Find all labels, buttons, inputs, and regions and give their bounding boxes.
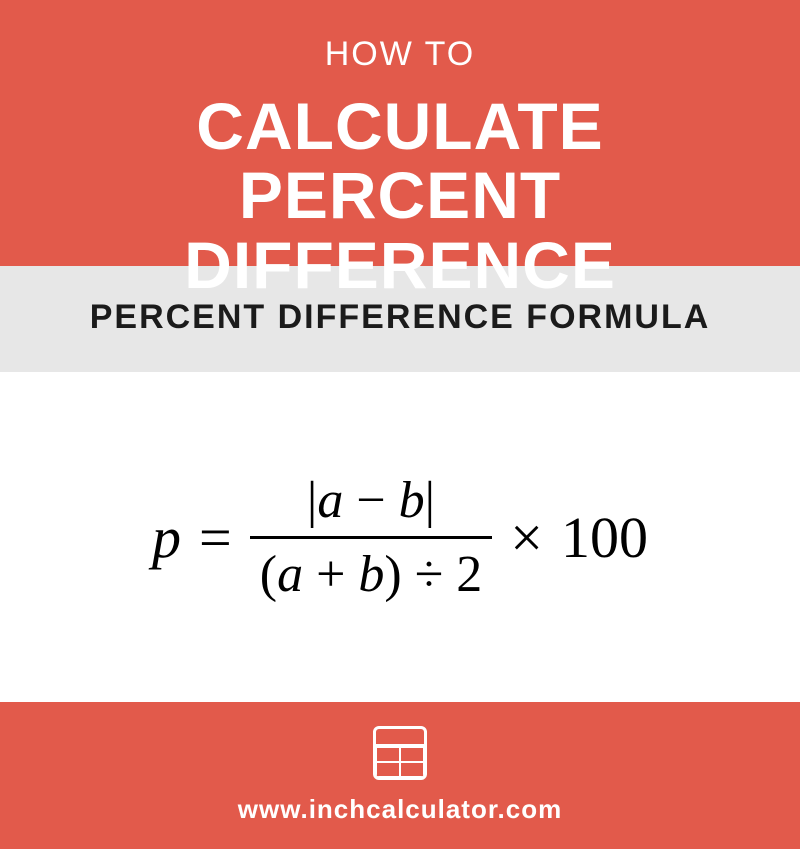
formula-panel: p = |a − b| (a + b) ÷ 2 × 100 bbox=[0, 372, 800, 702]
formula-times: × bbox=[510, 504, 543, 571]
den-plus: + bbox=[316, 546, 345, 603]
calc-key bbox=[376, 762, 400, 777]
eyebrow-text: HOW TO bbox=[20, 35, 780, 74]
den-div: ÷ bbox=[415, 546, 444, 603]
formula-fraction: |a − b| (a + b) ÷ 2 bbox=[250, 471, 493, 604]
paren-close: ) bbox=[384, 546, 401, 603]
abs-open: | bbox=[307, 472, 317, 529]
formula-hundred: 100 bbox=[561, 504, 648, 571]
subheader-text: PERCENT DIFFERENCE FORMULA bbox=[20, 298, 780, 337]
calc-key bbox=[376, 747, 400, 762]
formula-lhs: p bbox=[152, 504, 181, 571]
title-line-1: CALCULATE bbox=[20, 92, 780, 161]
abs-close: | bbox=[425, 472, 435, 529]
num-var-a: a bbox=[317, 472, 343, 529]
footer-url: www.inchcalculator.com bbox=[238, 794, 562, 825]
den-var-a: a bbox=[277, 546, 303, 603]
den-two: 2 bbox=[456, 546, 482, 603]
formula-equals: = bbox=[199, 504, 232, 571]
header-panel: HOW TO CALCULATE PERCENT DIFFERENCE bbox=[0, 0, 800, 266]
fraction-line bbox=[250, 536, 493, 539]
formula-row: p = |a − b| (a + b) ÷ 2 × 100 bbox=[152, 471, 648, 604]
paren-open: ( bbox=[260, 546, 277, 603]
num-minus: − bbox=[356, 472, 385, 529]
formula-numerator: |a − b| bbox=[297, 471, 445, 530]
den-var-b: b bbox=[358, 546, 384, 603]
calc-key bbox=[400, 747, 424, 762]
formula-denominator: (a + b) ÷ 2 bbox=[250, 545, 493, 604]
calc-key bbox=[400, 762, 424, 777]
calc-icon-keys bbox=[376, 747, 424, 777]
num-var-b: b bbox=[399, 472, 425, 529]
calculator-icon bbox=[373, 726, 427, 780]
footer-panel: www.inchcalculator.com bbox=[0, 702, 800, 849]
calc-icon-screen bbox=[376, 729, 424, 747]
